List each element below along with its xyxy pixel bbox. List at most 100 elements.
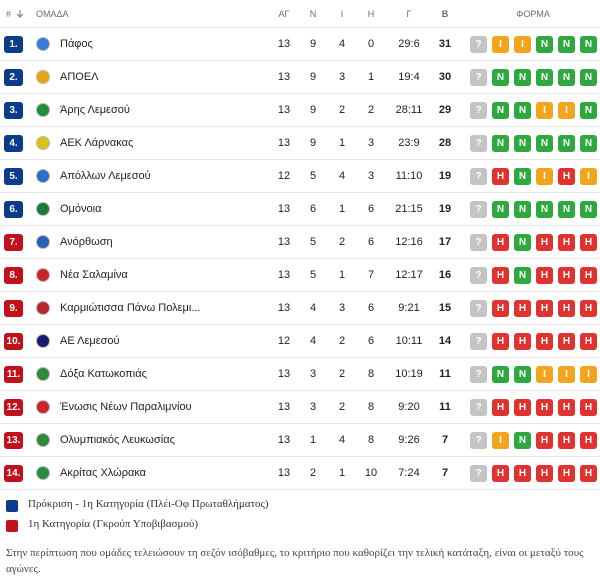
losses: 10 xyxy=(364,467,378,479)
form-result: H xyxy=(536,267,553,284)
played: 13 xyxy=(277,368,291,380)
team-name: Απόλλων Λεμεσού xyxy=(60,170,151,182)
header-goals: Γ xyxy=(406,9,412,19)
form-result: H xyxy=(558,267,575,284)
form-result: H xyxy=(580,333,597,350)
form-result: H xyxy=(558,465,575,482)
form-result: H xyxy=(536,300,553,317)
form-result: H xyxy=(492,300,509,317)
team-logo xyxy=(36,334,50,348)
wins: 9 xyxy=(309,38,317,50)
team-name: Νέα Σαλαμίνα xyxy=(60,269,128,281)
form-result: N xyxy=(536,36,553,53)
row-separator xyxy=(0,159,600,160)
form-result: H xyxy=(514,333,531,350)
form-result: N xyxy=(492,69,509,86)
draws: 1 xyxy=(338,467,346,479)
header-separator xyxy=(0,27,600,28)
form-result: N xyxy=(492,201,509,218)
form-result: N xyxy=(492,135,509,152)
legend-swatch xyxy=(6,500,18,512)
played: 13 xyxy=(277,434,291,446)
losses: 8 xyxy=(367,434,375,446)
rank-badge: 7. xyxy=(4,234,23,251)
draws: 2 xyxy=(338,236,346,248)
form-result: H xyxy=(580,300,597,317)
goals: 9:26 xyxy=(398,434,420,446)
form-result: I xyxy=(558,102,575,119)
goals: 12:17 xyxy=(395,269,423,281)
losses: 0 xyxy=(367,38,375,50)
form-result: H xyxy=(558,234,575,251)
points: 16 xyxy=(438,269,452,281)
draws: 2 xyxy=(338,401,346,413)
points: 28 xyxy=(438,137,452,149)
points: 11 xyxy=(439,368,451,380)
form-result: H xyxy=(580,234,597,251)
draws: 1 xyxy=(338,269,346,281)
form-result: N xyxy=(514,69,531,86)
team-logo xyxy=(36,136,50,150)
header-points: Β xyxy=(441,9,449,19)
header-wins: Ν xyxy=(309,9,317,19)
form-result: N xyxy=(536,135,553,152)
team-name: ΑΕΚ Λάρνακας xyxy=(60,137,134,149)
form-result: N xyxy=(514,432,531,449)
form-result: H xyxy=(558,432,575,449)
points: 7 xyxy=(441,467,449,479)
goals: 10:19 xyxy=(395,368,423,380)
header-draws: Ι xyxy=(340,9,344,19)
form-result: H xyxy=(514,399,531,416)
team-name: Ανόρθωση xyxy=(60,236,113,248)
points: 11 xyxy=(439,401,451,413)
form-result: ? xyxy=(470,102,487,119)
row-separator xyxy=(0,324,600,325)
form-result: H xyxy=(536,333,553,350)
goals: 12:16 xyxy=(395,236,423,248)
form-result: ? xyxy=(470,69,487,86)
goals: 29:6 xyxy=(398,38,420,50)
form-result: N xyxy=(536,201,553,218)
form-result: I xyxy=(580,366,597,383)
team-logo xyxy=(36,103,50,117)
points: 7 xyxy=(441,434,449,446)
form-result: N xyxy=(558,201,575,218)
played: 12 xyxy=(277,335,291,347)
losses: 3 xyxy=(367,137,375,149)
form-result: N xyxy=(580,135,597,152)
played: 12 xyxy=(277,170,291,182)
form-result: N xyxy=(514,201,531,218)
team-logo xyxy=(36,367,50,381)
wins: 4 xyxy=(309,335,317,347)
header-rank: # xyxy=(6,9,12,19)
draws: 2 xyxy=(338,368,346,380)
losses: 6 xyxy=(367,236,375,248)
form-result: N xyxy=(514,267,531,284)
played: 13 xyxy=(277,302,291,314)
wins: 1 xyxy=(309,434,317,446)
losses: 7 xyxy=(367,269,375,281)
form-result: H xyxy=(492,333,509,350)
form-result: H xyxy=(492,465,509,482)
row-separator xyxy=(0,225,600,226)
form-result: H xyxy=(558,300,575,317)
form-result: ? xyxy=(470,36,487,53)
form-result: N xyxy=(536,69,553,86)
draws: 1 xyxy=(338,137,346,149)
form-result: I xyxy=(536,102,553,119)
row-separator xyxy=(0,192,600,193)
wins: 4 xyxy=(309,302,317,314)
goals: 21:15 xyxy=(395,203,423,215)
sort-arrow xyxy=(16,10,24,18)
form-result: H xyxy=(492,168,509,185)
rank-badge: 2. xyxy=(4,69,23,86)
team-name: Άρης Λεμεσού xyxy=(60,104,130,116)
played: 13 xyxy=(277,71,291,83)
played: 13 xyxy=(277,467,291,479)
team-name: ΑΕ Λεμεσού xyxy=(60,335,120,347)
points: 19 xyxy=(438,170,452,182)
form-result: ? xyxy=(470,432,487,449)
form-result: ? xyxy=(470,135,487,152)
rank-badge: 9. xyxy=(4,300,23,317)
